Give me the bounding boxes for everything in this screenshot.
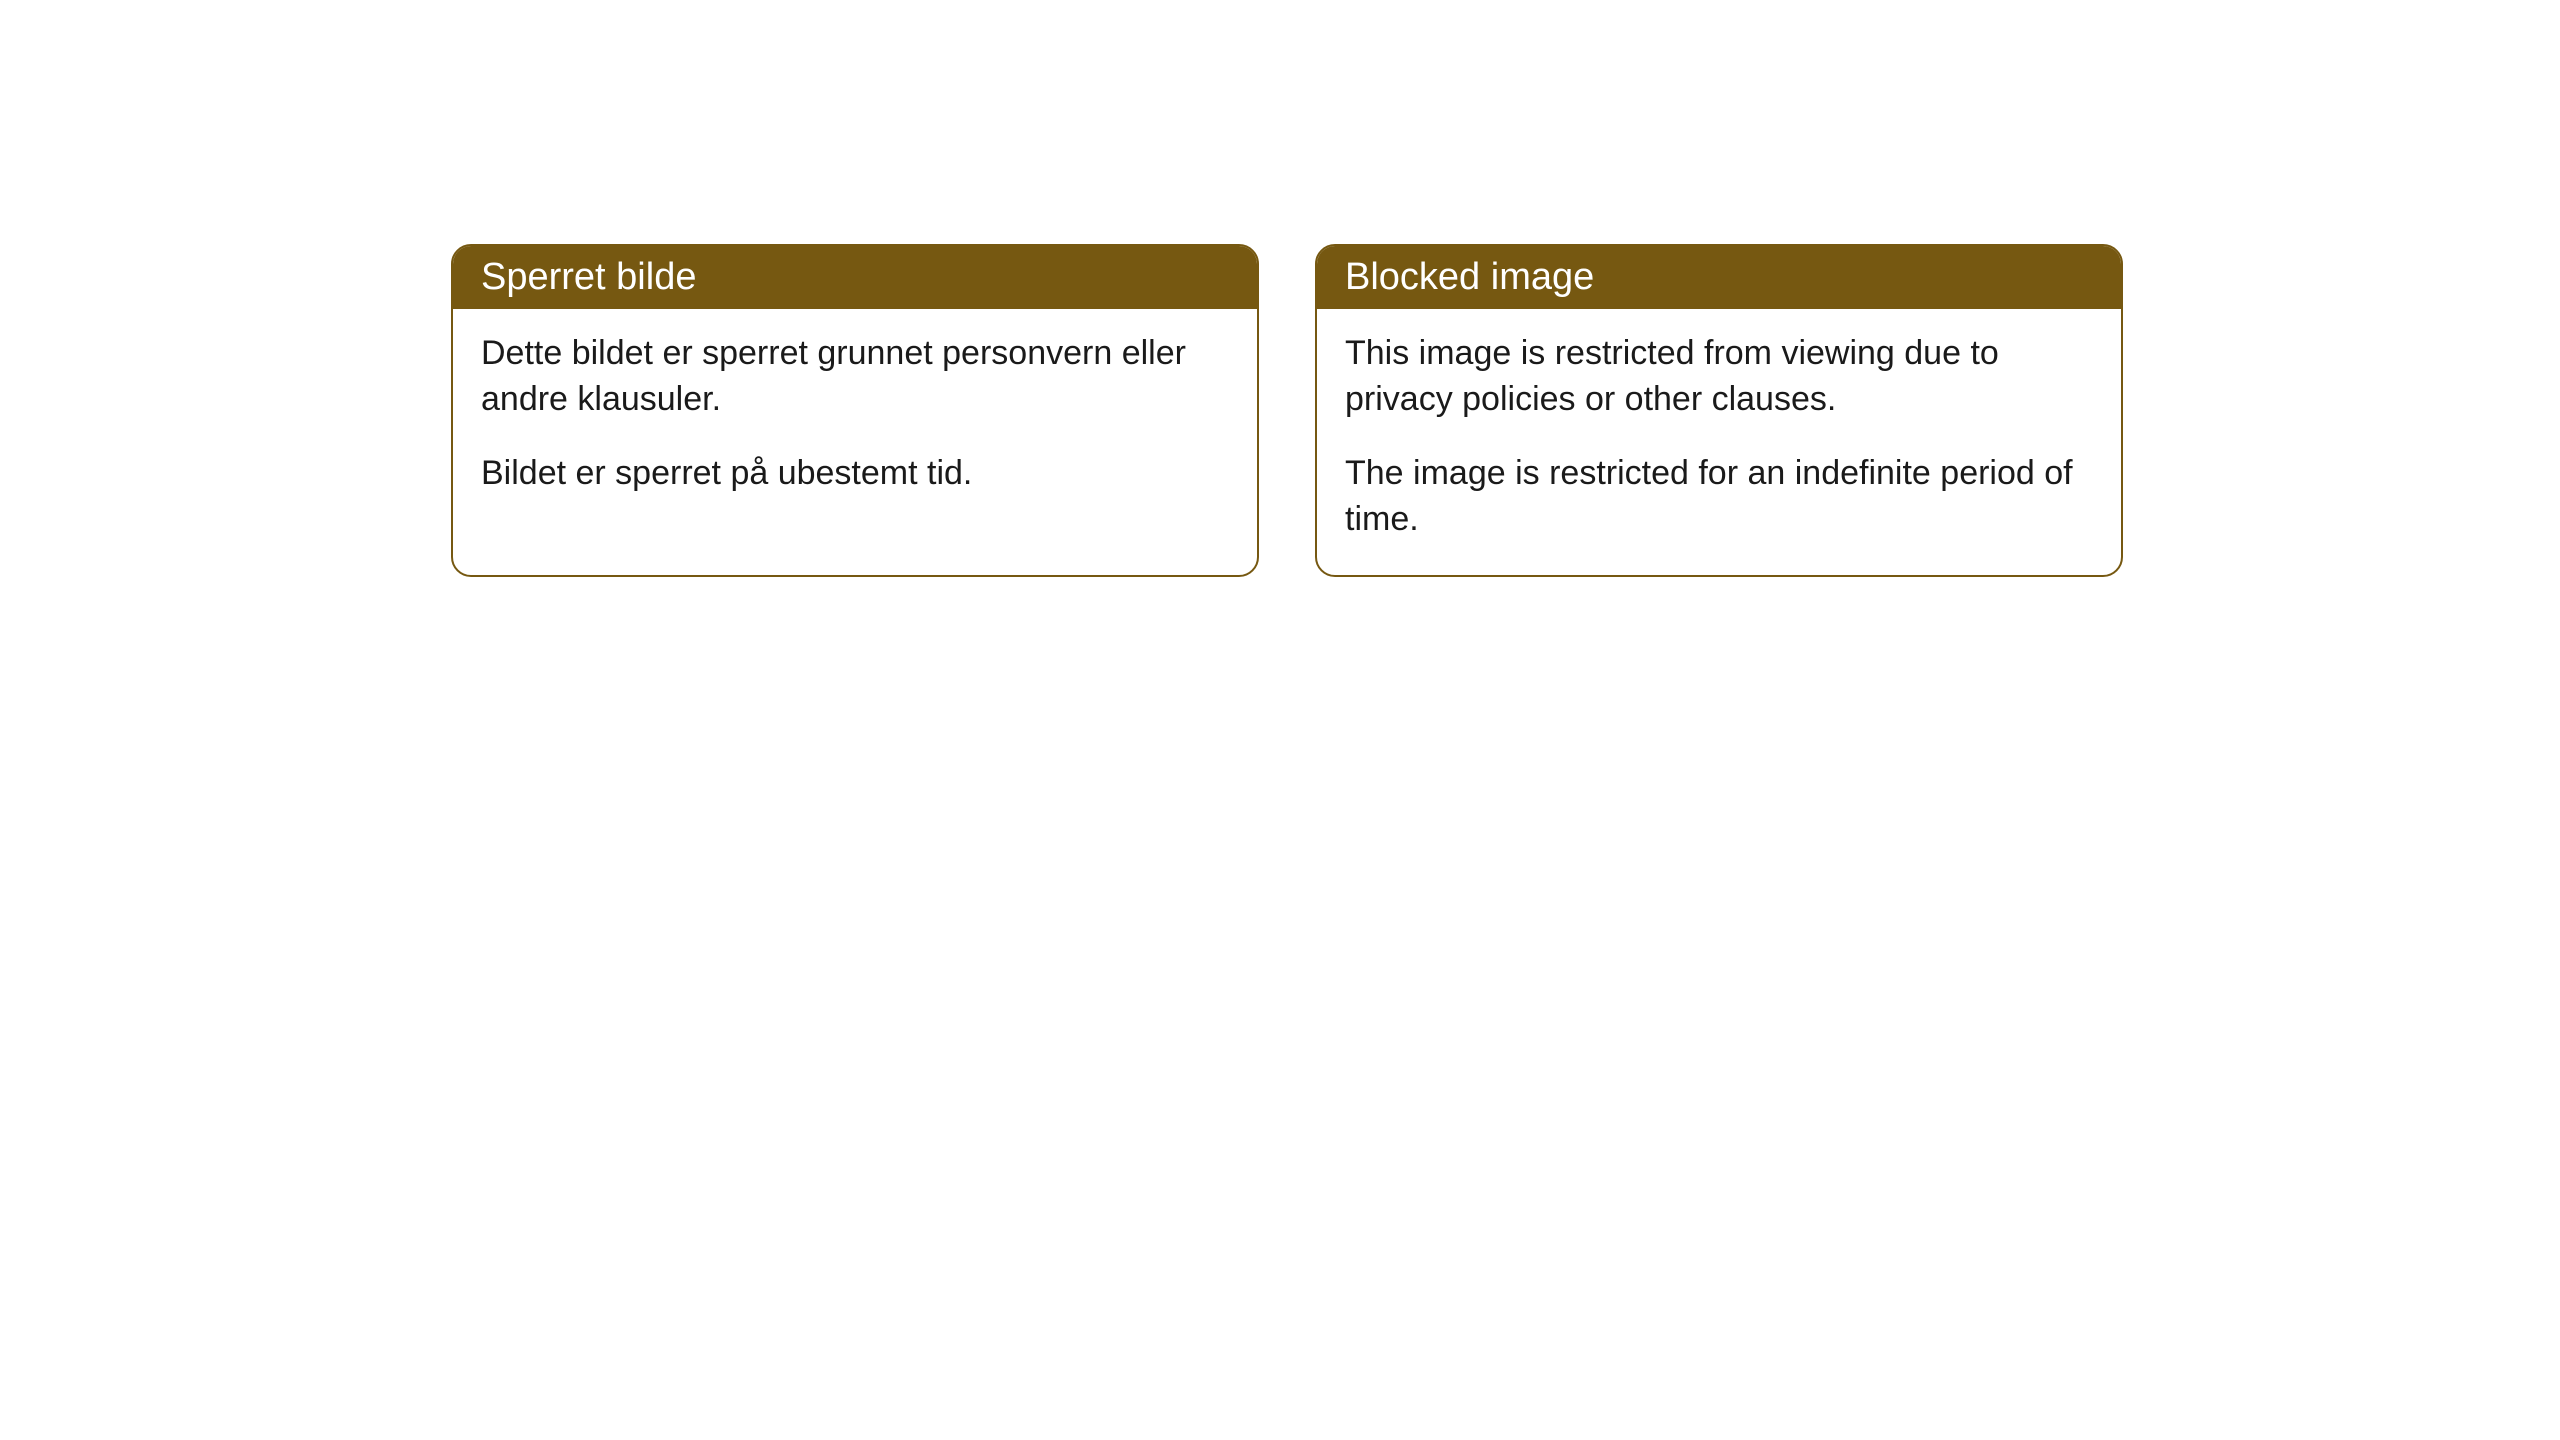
- card-paragraph: Bildet er sperret på ubestemt tid.: [481, 451, 1229, 497]
- card-paragraph: Dette bildet er sperret grunnet personve…: [481, 331, 1229, 423]
- card-paragraph: The image is restricted for an indefinit…: [1345, 451, 2093, 543]
- card-paragraph: This image is restricted from viewing du…: [1345, 331, 2093, 423]
- card-body: Dette bildet er sperret grunnet personve…: [453, 309, 1257, 529]
- blocked-image-card-norwegian: Sperret bilde Dette bildet er sperret gr…: [451, 244, 1259, 577]
- notice-cards-container: Sperret bilde Dette bildet er sperret gr…: [451, 244, 2123, 577]
- card-title: Sperret bilde: [453, 246, 1257, 309]
- card-body: This image is restricted from viewing du…: [1317, 309, 2121, 575]
- blocked-image-card-english: Blocked image This image is restricted f…: [1315, 244, 2123, 577]
- card-title: Blocked image: [1317, 246, 2121, 309]
